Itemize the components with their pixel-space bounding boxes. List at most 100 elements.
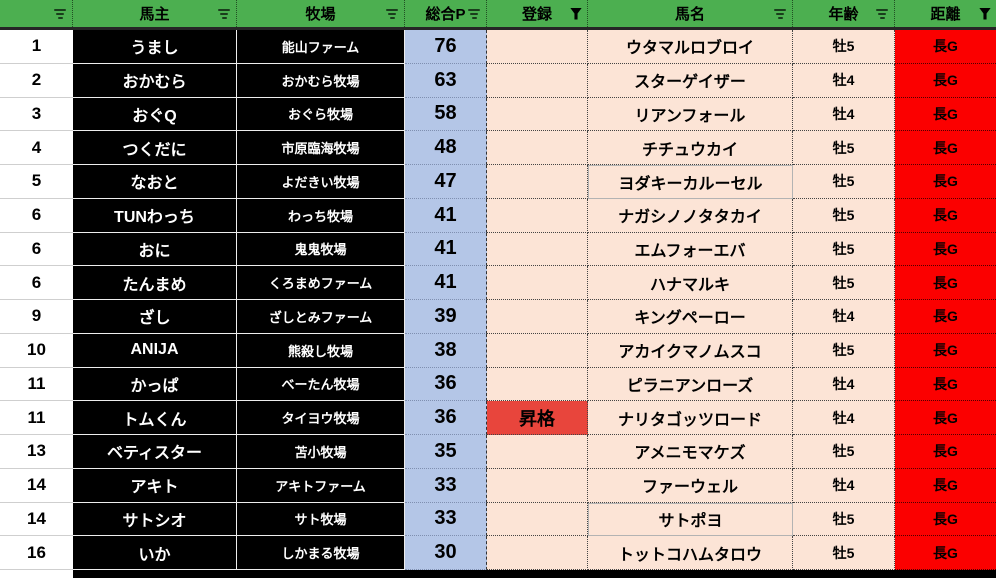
- cell-owner[interactable]: アキト: [73, 468, 237, 503]
- cell-dist[interactable]: 長G: [895, 97, 996, 132]
- cell-age[interactable]: 牡5: [793, 232, 895, 267]
- cell-rank[interactable]: 16: [0, 536, 73, 570]
- cell-owner[interactable]: TUNわっち: [73, 198, 237, 233]
- cell-horse[interactable]: チチュウカイ: [588, 131, 793, 165]
- cell-owner[interactable]: ざし: [73, 300, 237, 334]
- cell-rank[interactable]: 1: [0, 30, 73, 64]
- cell-dist[interactable]: 長G: [895, 63, 996, 98]
- cell-farm[interactable]: おかむら牧場: [237, 63, 405, 98]
- cell-rank[interactable]: 2: [0, 63, 73, 98]
- cell-owner[interactable]: おかむら: [73, 63, 237, 98]
- cell-rank[interactable]: 6: [0, 232, 73, 267]
- cell-rank[interactable]: 13: [0, 435, 73, 469]
- cell-dist[interactable]: 長G: [895, 435, 996, 469]
- cell-owner[interactable]: ベティスター: [73, 435, 237, 469]
- cell-farm[interactable]: サト牧場: [237, 502, 405, 537]
- cell-horse[interactable]: エムフォーエバ: [588, 232, 793, 267]
- cell-farm[interactable]: くろまめファーム: [237, 266, 405, 300]
- cell-owner[interactable]: つくだに: [73, 131, 237, 165]
- cell-reg[interactable]: [487, 165, 588, 199]
- cell-dist[interactable]: 長G: [895, 232, 996, 267]
- cell-points[interactable]: 76: [405, 30, 487, 64]
- cell-reg[interactable]: [487, 266, 588, 300]
- cell-rank[interactable]: 4: [0, 131, 73, 165]
- cell-rank[interactable]: 11: [0, 367, 73, 402]
- cell-points[interactable]: 35: [405, 435, 487, 469]
- cell-points[interactable]: 30: [405, 536, 487, 570]
- cell-reg[interactable]: 昇格: [487, 401, 588, 435]
- cell-owner[interactable]: うまし: [73, 30, 237, 64]
- cell-age[interactable]: 牡4: [793, 63, 895, 98]
- cell-age[interactable]: 牡4: [793, 468, 895, 503]
- filter-dropdown-icon[interactable]: [773, 8, 787, 19]
- cell-farm[interactable]: ざしとみファーム: [237, 300, 405, 334]
- cell-dist[interactable]: 長G: [895, 401, 996, 435]
- cell-points[interactable]: 48: [405, 131, 487, 165]
- filter-funnel-icon[interactable]: [979, 7, 991, 20]
- cell-horse[interactable]: サトポヨ: [588, 502, 793, 537]
- filter-dropdown-icon[interactable]: [385, 8, 399, 19]
- cell-dist[interactable]: 長G: [895, 468, 996, 503]
- cell-dist[interactable]: 長G: [895, 536, 996, 570]
- cell-points[interactable]: 36: [405, 367, 487, 402]
- cell-horse[interactable]: アメニモマケズ: [588, 435, 793, 469]
- cell-farm[interactable]: べーたん牧場: [237, 367, 405, 402]
- cell-rank[interactable]: 6: [0, 266, 73, 300]
- cell-points[interactable]: 47: [405, 165, 487, 199]
- cell-dist[interactable]: 長G: [895, 131, 996, 165]
- cell-owner[interactable]: かっぱ: [73, 367, 237, 402]
- cell-horse[interactable]: ファーウェル: [588, 468, 793, 503]
- filter-dropdown-icon[interactable]: [875, 8, 889, 19]
- cell-reg[interactable]: [487, 333, 588, 368]
- cell-points[interactable]: 36: [405, 401, 487, 435]
- filter-dropdown-icon[interactable]: [217, 8, 231, 19]
- cell-points[interactable]: 58: [405, 97, 487, 132]
- cell-age[interactable]: 牡5: [793, 502, 895, 537]
- cell-owner[interactable]: なおと: [73, 165, 237, 199]
- cell-rank[interactable]: 14: [0, 468, 73, 503]
- cell-owner[interactable]: おぐQ: [73, 97, 237, 132]
- cell-reg[interactable]: [487, 502, 588, 537]
- cell-age[interactable]: 牡5: [793, 266, 895, 300]
- cell-farm[interactable]: 熊殺し牧場: [237, 333, 405, 368]
- cell-points[interactable]: 41: [405, 232, 487, 267]
- cell-rank[interactable]: 6: [0, 198, 73, 233]
- cell-reg[interactable]: [487, 232, 588, 267]
- cell-age[interactable]: 牡5: [793, 165, 895, 199]
- cell-farm[interactable]: 市原臨海牧場: [237, 131, 405, 165]
- cell-reg[interactable]: [487, 367, 588, 402]
- cell-horse[interactable]: スターゲイザー: [588, 63, 793, 98]
- cell-reg[interactable]: [487, 536, 588, 570]
- cell-farm[interactable]: 鬼鬼牧場: [237, 232, 405, 267]
- filter-dropdown-icon[interactable]: [53, 8, 67, 19]
- cell-owner[interactable]: たんまめ: [73, 266, 237, 300]
- cell-dist[interactable]: 長G: [895, 367, 996, 402]
- cell-horse[interactable]: キングペーロー: [588, 300, 793, 334]
- cell-reg[interactable]: [487, 63, 588, 98]
- cell-owner[interactable]: いか: [73, 536, 237, 570]
- cell-owner[interactable]: おに: [73, 232, 237, 267]
- cell-age[interactable]: 牡5: [793, 131, 895, 165]
- cell-reg[interactable]: [487, 97, 588, 132]
- cell-horse[interactable]: ハナマルキ: [588, 266, 793, 300]
- cell-reg[interactable]: [487, 198, 588, 233]
- cell-farm[interactable]: 苫小牧場: [237, 435, 405, 469]
- cell-farm[interactable]: わっち牧場: [237, 198, 405, 233]
- cell-owner[interactable]: サトシオ: [73, 502, 237, 537]
- cell-dist[interactable]: 長G: [895, 266, 996, 300]
- cell-dist[interactable]: 長G: [895, 165, 996, 199]
- cell-age[interactable]: 牡5: [793, 30, 895, 64]
- cell-age[interactable]: 牡5: [793, 536, 895, 570]
- filter-dropdown-icon[interactable]: [467, 8, 481, 19]
- cell-horse[interactable]: ウタマルロブロイ: [588, 30, 793, 64]
- cell-rank[interactable]: 5: [0, 165, 73, 199]
- cell-farm[interactable]: タイヨウ牧場: [237, 401, 405, 435]
- cell-age[interactable]: 牡4: [793, 401, 895, 435]
- cell-dist[interactable]: 長G: [895, 300, 996, 334]
- cell-farm[interactable]: アキトファーム: [237, 468, 405, 503]
- cell-horse[interactable]: リアンフォール: [588, 97, 793, 132]
- cell-age[interactable]: 牡4: [793, 367, 895, 402]
- cell-reg[interactable]: [487, 468, 588, 503]
- cell-points[interactable]: 41: [405, 198, 487, 233]
- cell-points[interactable]: 41: [405, 266, 487, 300]
